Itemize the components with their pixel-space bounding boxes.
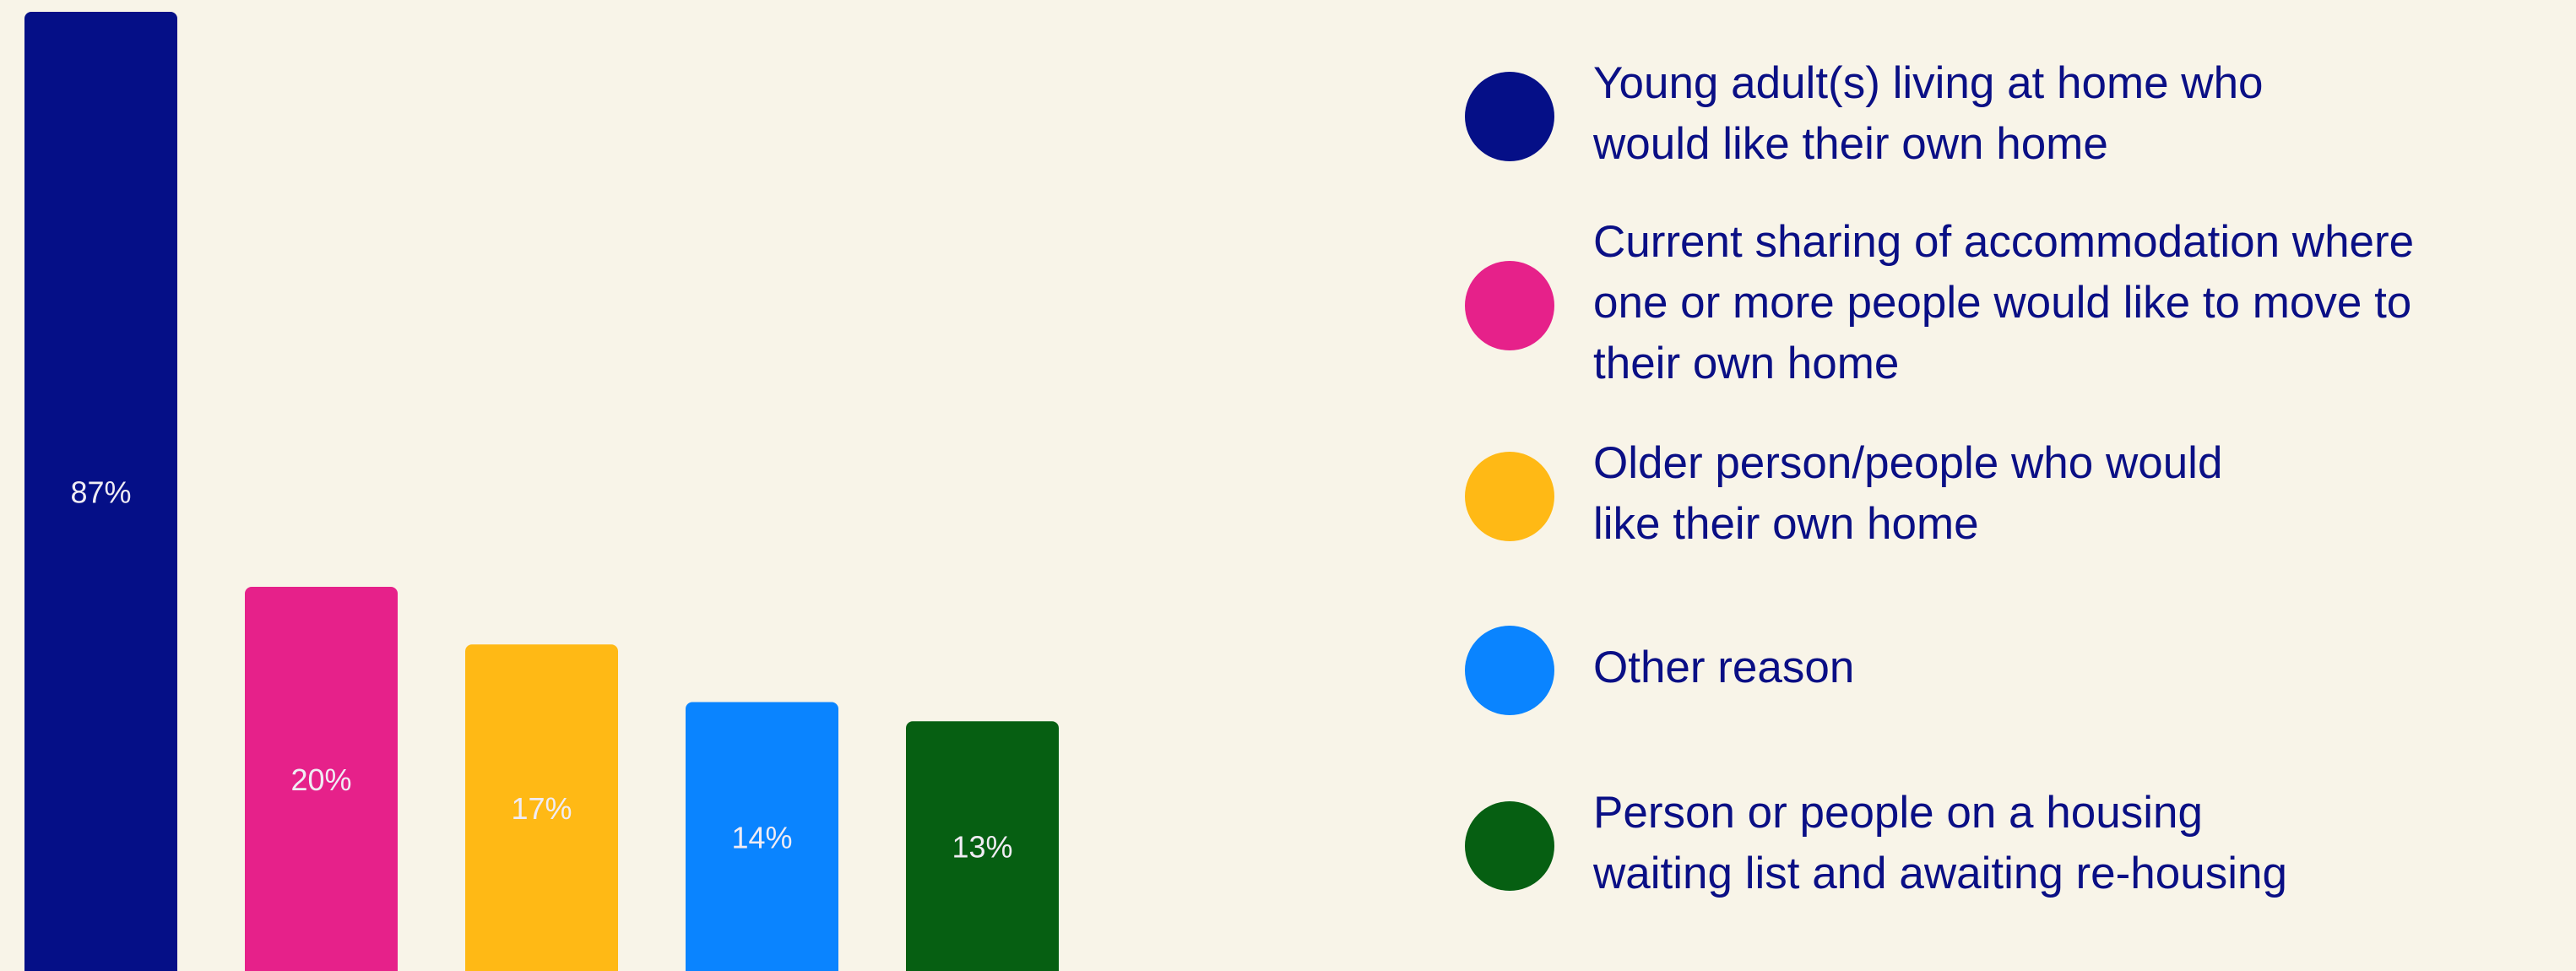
value-label: 17%: [511, 791, 572, 826]
legend-swatch: [1465, 72, 1554, 161]
bar: [465, 644, 618, 971]
legend-swatch: [1465, 801, 1554, 891]
legend-label: their own home: [1593, 339, 1899, 388]
legend-swatch: [1465, 261, 1554, 350]
value-label: 87%: [70, 475, 131, 510]
value-label: 14%: [731, 820, 792, 854]
value-label: 20%: [290, 762, 351, 797]
bar: [906, 721, 1059, 971]
legend-label: Older person/people who would: [1593, 438, 2222, 488]
legend-label: Current sharing of accommodation where: [1593, 217, 2414, 267]
bar: [686, 702, 838, 971]
legend-swatch: [1465, 452, 1554, 541]
legend-label: Young adult(s) living at home who: [1593, 58, 2264, 108]
legend-label: one or more people would like to move to: [1593, 278, 2411, 328]
legend-label: would like their own home: [1592, 119, 2108, 169]
legend-label: like their own home: [1593, 499, 1979, 549]
legend-label: waiting list and awaiting re-housing: [1592, 849, 2287, 898]
legend-label: Other reason: [1593, 643, 1854, 692]
value-label: 13%: [952, 830, 1012, 865]
bar: [245, 587, 398, 971]
bar: [24, 12, 177, 971]
legend-swatch: [1465, 626, 1554, 715]
legend-label: Person or people on a housing: [1593, 788, 2203, 838]
